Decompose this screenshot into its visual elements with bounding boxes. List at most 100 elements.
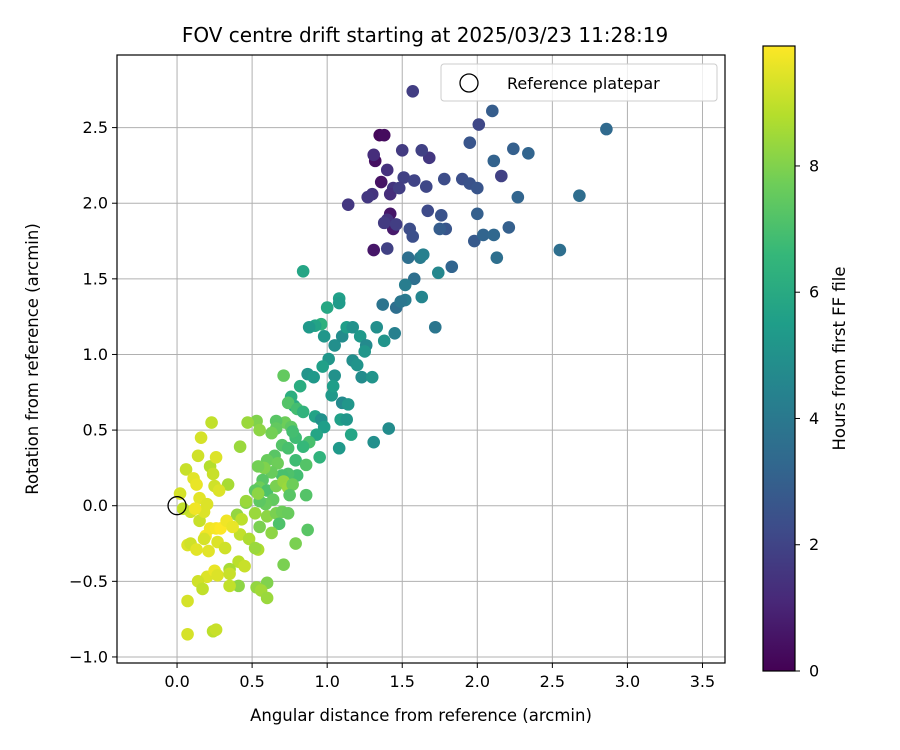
data-point <box>173 487 187 500</box>
x-tick-label: 2.5 <box>540 672 565 691</box>
data-point <box>344 428 358 441</box>
data-point <box>197 532 211 546</box>
y-tick-label: 0.0 <box>83 496 108 515</box>
data-point <box>383 187 397 201</box>
data-point <box>286 425 299 438</box>
data-point <box>212 484 226 497</box>
colorbar-tick-label: 4 <box>809 409 819 428</box>
x-tick-label: 1.5 <box>390 672 415 691</box>
data-point <box>511 190 525 204</box>
data-point <box>415 290 429 304</box>
data-point <box>332 441 346 455</box>
data-point <box>218 541 232 555</box>
data-point <box>281 506 295 520</box>
data-point <box>316 360 329 373</box>
data-point <box>361 190 375 204</box>
data-point <box>407 272 421 286</box>
reference-point <box>167 496 187 516</box>
data-point <box>296 264 310 278</box>
x-tick-label: 0.0 <box>164 672 189 691</box>
colorbar-tick-label: 8 <box>809 156 819 175</box>
data-point <box>251 460 265 473</box>
data-point <box>433 222 447 236</box>
data-point <box>367 148 381 162</box>
data-point <box>238 559 251 573</box>
data-point <box>289 454 302 467</box>
data-point <box>346 320 359 334</box>
colorbar-tick-label: 0 <box>809 662 819 681</box>
chart-title: FOV centre drift starting at 2025/03/23 … <box>182 23 668 47</box>
data-point <box>181 594 194 608</box>
data-point <box>415 143 429 157</box>
x-tick-label: 1.0 <box>314 672 339 691</box>
data-point <box>397 171 411 184</box>
data-point <box>382 422 396 435</box>
data-point <box>190 543 203 556</box>
data-point <box>202 544 215 558</box>
data-point <box>299 458 313 472</box>
data-point <box>206 467 220 481</box>
data-point <box>209 623 223 637</box>
data-point <box>394 295 408 308</box>
data-point <box>355 370 369 384</box>
data-point <box>326 379 340 393</box>
data-point <box>353 330 367 343</box>
grid-lines <box>117 55 725 663</box>
y-tick-label: −0.5 <box>69 572 108 591</box>
data-point <box>313 451 326 464</box>
data-point <box>487 228 501 242</box>
data-point <box>242 532 256 546</box>
data-point <box>367 243 381 257</box>
data-points <box>173 84 613 641</box>
data-point <box>281 441 295 455</box>
data-point <box>401 251 415 264</box>
data-point <box>209 451 223 464</box>
data-point <box>522 147 535 160</box>
data-point <box>188 502 202 516</box>
x-axis-label: Angular distance from reference (arcmin) <box>250 706 592 725</box>
data-point <box>377 128 391 142</box>
data-point <box>248 506 262 520</box>
data-point <box>179 463 193 476</box>
data-point <box>407 174 421 187</box>
data-point <box>406 84 420 98</box>
data-point <box>398 278 412 292</box>
data-point <box>428 320 442 334</box>
data-point <box>328 369 341 382</box>
legend-label: Reference platepar <box>507 74 660 93</box>
data-point <box>260 591 274 605</box>
data-point <box>392 181 406 195</box>
data-point <box>289 537 302 550</box>
data-point <box>211 568 224 582</box>
data-point <box>470 207 484 221</box>
x-tick-label: 3.0 <box>615 672 640 691</box>
data-point <box>226 520 239 534</box>
data-point <box>196 582 209 596</box>
data-point <box>317 330 331 343</box>
data-point <box>367 435 381 449</box>
data-point <box>380 163 394 177</box>
data-point <box>341 198 355 212</box>
colorbar-tick-label: 6 <box>809 283 819 302</box>
y-tick-label: 1.5 <box>83 269 108 288</box>
data-point <box>307 370 320 384</box>
x-tick-label: 3.5 <box>690 672 715 691</box>
data-point <box>553 243 567 257</box>
data-point <box>445 260 459 274</box>
data-point <box>302 320 316 334</box>
x-axis-ticks: 0.0 0.5 1.0 1.5 2.0 2.5 3.0 3.5 <box>164 663 715 691</box>
data-point <box>421 204 435 218</box>
data-point <box>235 513 248 526</box>
x-tick-label: 0.5 <box>239 672 264 691</box>
data-point <box>194 431 208 444</box>
data-point <box>191 449 205 463</box>
data-point <box>200 497 214 511</box>
data-point <box>502 221 516 234</box>
data-point <box>431 266 445 280</box>
data-point <box>395 143 409 157</box>
data-point <box>248 541 262 555</box>
data-point <box>281 396 295 410</box>
colorbar-ticks: 0 2 4 6 8 <box>795 156 819 681</box>
data-point <box>467 234 481 248</box>
